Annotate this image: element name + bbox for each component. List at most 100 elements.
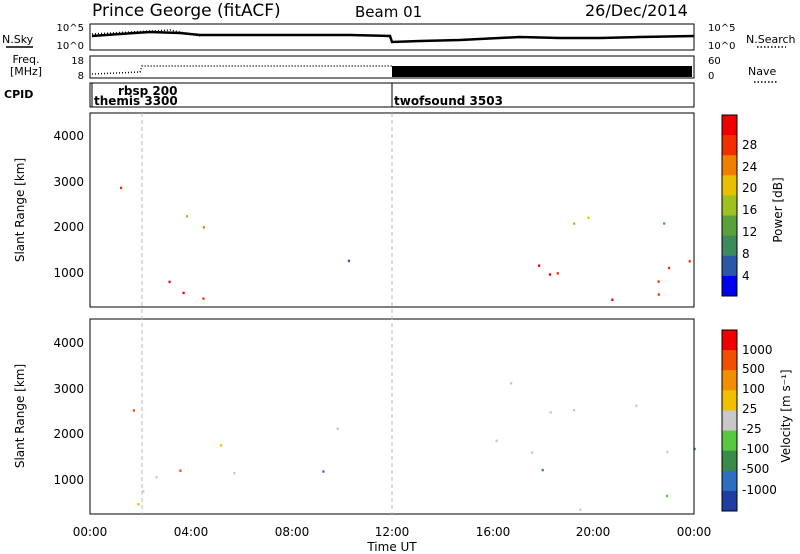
power-colorbar [722, 115, 737, 297]
velocity-colorbar-label: Velocity [m s⁻¹] [779, 369, 793, 462]
noise-right-tick-low: 10^0 [708, 41, 735, 52]
velocity-ylabel: Slant Range [km] [13, 364, 27, 468]
cpid-segment-themis: themis 3300 [94, 94, 178, 108]
freq-label-1: Freq. [12, 53, 39, 66]
velocity-cbtick-neg500: -500 [742, 462, 769, 476]
heatmap-cell [635, 404, 638, 408]
cpid-label: CPID [4, 88, 33, 101]
heatmap-cell [531, 451, 534, 454]
heatmap-cell [347, 259, 350, 263]
xtick-0800: 08:00 [275, 525, 310, 539]
cb-vel-swatch [722, 470, 737, 492]
freq-panel [89, 55, 695, 79]
noise-left-tick-high: 10^5 [57, 23, 84, 34]
cb-power-swatch [722, 195, 737, 217]
nave-tick-low: 0 [708, 71, 714, 82]
velocity-colorbar [722, 330, 737, 512]
cpid-segment-twofsound: twofsound 3503 [394, 94, 503, 108]
velocity-cbtick-1000: 1000 [742, 343, 773, 357]
heatmap-cell [657, 293, 660, 296]
cb-vel-swatch [722, 450, 737, 472]
heatmap-cell [573, 409, 576, 412]
cb-power-swatch [722, 155, 737, 176]
cb-vel-swatch [722, 490, 737, 512]
power-ytick-1000: 1000 [53, 266, 84, 280]
xtick-0400: 04:00 [174, 525, 209, 539]
freq-series [91, 65, 392, 75]
heatmap-cell [233, 472, 236, 475]
nsky-label: N.Sky [2, 33, 34, 46]
heatmap-cell [573, 222, 576, 225]
power-cbtick-4: 4 [742, 269, 750, 283]
heatmap-cell [179, 469, 182, 472]
noise-right-tick-high: 10^5 [708, 23, 735, 34]
nave-label: Nave [748, 65, 776, 78]
heatmap-cell [587, 216, 590, 219]
cb-power-swatch [722, 215, 737, 237]
heatmap-cell [693, 447, 696, 451]
power-ytick-2000: 2000 [53, 220, 84, 234]
heatmap-cell [202, 226, 205, 229]
heatmap-cell [688, 260, 691, 263]
power-ytick-4000: 4000 [53, 129, 84, 143]
power-ytick-3000: 3000 [53, 175, 84, 189]
heatmap-cell [132, 409, 135, 412]
velocity-ytick-4000: 4000 [53, 336, 84, 350]
heatmap-cell [663, 222, 666, 225]
xtick-1200: 12:00 [375, 525, 410, 539]
noise-left-tick-low: 10^0 [57, 41, 84, 52]
cb-vel-swatch [722, 390, 737, 411]
power-heatmap [120, 186, 691, 301]
freq-tick-high: 18 [71, 56, 84, 67]
heatmap-cell [611, 298, 614, 301]
cb-power-swatch [722, 135, 737, 156]
heatmap-cell [202, 297, 205, 300]
heatmap-cell [495, 439, 498, 442]
heatmap-cell [548, 273, 552, 276]
heatmap-cell [549, 411, 552, 414]
nsearch-label: N.Search [746, 33, 796, 46]
heatmap-cell [137, 503, 140, 506]
velocity-cbtick-25: 25 [742, 402, 757, 416]
power-ylabel: Slant Range [km] [13, 158, 27, 262]
cb-vel-swatch [722, 330, 737, 351]
heatmap-cell [510, 382, 513, 385]
power-colorbar-frame [721, 114, 738, 297]
heatmap-cell [538, 264, 541, 267]
heatmap-cell [155, 476, 158, 479]
heatmap-cell [541, 468, 544, 472]
cpid-segment-rbsp: rbsp 200 [118, 84, 177, 98]
velocity-heatmap [132, 382, 696, 511]
velocity-ytick-1000: 1000 [53, 473, 84, 487]
power-colorbar-label: Power [dB] [771, 177, 785, 242]
freq-label-2: [MHz] [10, 65, 42, 78]
cb-power-swatch [722, 175, 737, 196]
beam-title: Beam 01 [355, 3, 422, 21]
xtick-2400: 00:00 [677, 525, 712, 539]
velocity-ytick-2000: 2000 [53, 427, 84, 441]
heatmap-cell [336, 427, 339, 430]
xtick-2000: 20:00 [576, 525, 611, 539]
heatmap-cell [556, 272, 559, 275]
heatmap-cell [657, 280, 660, 283]
power-cbtick-28: 28 [742, 138, 757, 152]
heatmap-cell [168, 280, 171, 284]
date-title: 26/Dec/2014 [585, 1, 688, 20]
cb-power-swatch [722, 275, 737, 297]
heatmap-cell [182, 291, 185, 295]
nsky-series [91, 30, 695, 44]
cb-vel-swatch [722, 410, 737, 432]
cb-vel-swatch [722, 350, 737, 371]
heatmap-cell [579, 508, 582, 511]
cb-power-swatch [722, 115, 737, 136]
heatmap-cell [220, 444, 223, 447]
cb-power-swatch [722, 255, 737, 277]
heatmap-cell [142, 490, 145, 493]
heatmap-cell [666, 494, 669, 498]
power-cbtick-16: 16 [742, 203, 757, 217]
velocity-cbtick-500: 500 [742, 362, 765, 376]
nave-tick-high: 60 [708, 56, 721, 67]
velocity-colorbar-frame [721, 329, 738, 512]
velocity-cbtick-neg1000: -1000 [742, 483, 777, 497]
nsearch-series [91, 29, 201, 37]
